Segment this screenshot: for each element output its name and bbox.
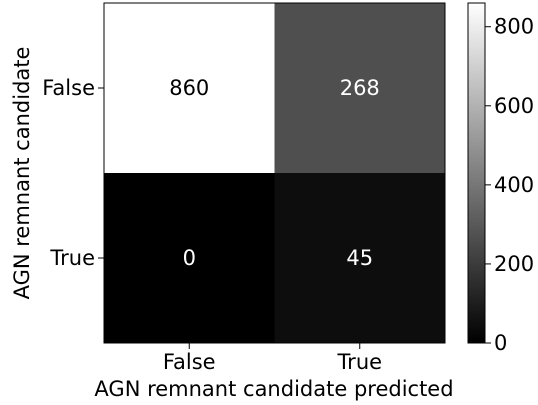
- plot-frame: [103, 2, 446, 344]
- x-axis-ticks: False True: [163, 343, 382, 374]
- x-tick-label-0: False: [163, 350, 216, 374]
- cell-1-1: [274, 173, 446, 344]
- colorbar-tick-label-1: 200: [494, 252, 534, 276]
- cell-value-0-0: 860: [169, 76, 209, 100]
- colorbar: [467, 2, 486, 344]
- y-tick-label-1: True: [49, 246, 95, 270]
- cell-0-0: [104, 3, 275, 174]
- x-axis-label: AGN remnant candidate predicted: [94, 377, 453, 401]
- x-tick-label-1: True: [336, 350, 382, 374]
- colorbar-ticks: 0 200 400 600 800: [485, 15, 534, 355]
- heatmap-cells: 860 268 0 45: [104, 3, 446, 344]
- y-axis-label: AGN remnant candidate: [10, 47, 34, 300]
- colorbar-tick-label-2: 400: [494, 173, 534, 197]
- colorbar-tick-label-4: 800: [494, 15, 534, 39]
- cell-value-1-0: 0: [183, 246, 196, 270]
- cell-1-0: [104, 173, 275, 344]
- colorbar-tick-label-0: 0: [494, 331, 507, 355]
- y-tick-label-0: False: [42, 76, 95, 100]
- colorbar-tick-label-3: 600: [494, 94, 534, 118]
- cell-value-1-1: 45: [346, 246, 373, 270]
- y-axis-ticks: False True: [42, 76, 104, 270]
- cell-0-1: [274, 3, 446, 174]
- cell-value-0-1: 268: [340, 76, 380, 100]
